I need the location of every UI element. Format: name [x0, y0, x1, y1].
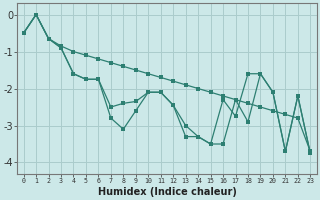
X-axis label: Humidex (Indice chaleur): Humidex (Indice chaleur) [98, 187, 236, 197]
